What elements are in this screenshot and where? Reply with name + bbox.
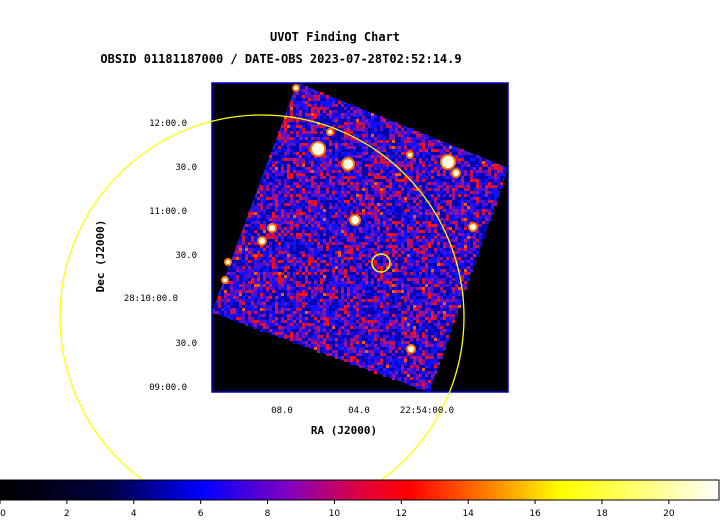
source-core — [312, 143, 324, 155]
image-panel — [211, 82, 509, 393]
x-tick-label: 04.0 — [348, 406, 370, 416]
source-core — [328, 130, 332, 134]
x-axis: 08.0 04.0 22:54:00.0 RA (J2000) — [271, 406, 454, 437]
colorbar-tick-label: 2 — [64, 509, 70, 519]
colorbar-tick-label: 0 — [0, 509, 6, 519]
target-circle — [371, 253, 391, 273]
source-core — [226, 260, 230, 264]
source-core — [408, 153, 412, 157]
chart-title: UVOT Finding Chart — [270, 30, 400, 44]
y-tick-label: 30.0 — [175, 163, 197, 173]
colorbar-tick-label: 10 — [329, 509, 341, 519]
chart-subtitle: OBSID 01181187000 / DATE-OBS 2023-07-28T… — [100, 52, 461, 66]
colorbar-tick-label: 18 — [596, 509, 608, 519]
source-core — [351, 216, 359, 224]
y-tick-label: 12:00.0 — [149, 119, 187, 129]
colorbar-tick-label: 6 — [198, 509, 204, 519]
plot-frame — [211, 82, 509, 393]
y-axis: 12:00.0 30.0 11:00.0 30.0 28:10:00.0 30.… — [94, 119, 197, 393]
colorbar-tick-label: 8 — [265, 509, 271, 519]
source-core — [294, 86, 298, 90]
y-tick-label: 30.0 — [175, 251, 197, 261]
x-tick-label: 08.0 — [271, 406, 293, 416]
image-sources — [221, 84, 478, 354]
y-tick-label: 28:10:00.0 — [124, 294, 178, 304]
colorbar-ticks: 0 2 4 6 8 10 12 14 16 18 20 — [0, 500, 675, 519]
source-core — [259, 238, 265, 244]
colorbar-gradient — [0, 479, 720, 501]
source-core — [408, 346, 414, 352]
y-axis-label: Dec (J2000) — [94, 220, 107, 293]
y-tick-label: 09:00.0 — [149, 383, 187, 393]
source-core — [223, 278, 227, 282]
y-tick-label: 30.0 — [175, 339, 197, 349]
source-core — [453, 170, 459, 176]
colorbar-tick-label: 20 — [663, 509, 675, 519]
source-core — [442, 156, 454, 168]
colorbar-tick-label: 16 — [529, 509, 541, 519]
uvot-image — [212, 83, 508, 392]
x-tick-label: 22:54:00.0 — [400, 406, 454, 416]
colorbar-tick-label: 4 — [131, 509, 137, 519]
source-core — [343, 159, 353, 169]
source-core — [470, 224, 476, 230]
colorbar: 0 2 4 6 8 10 12 14 16 18 20 — [0, 479, 720, 519]
colorbar-tick-label: 14 — [462, 509, 474, 519]
y-tick-label: 11:00.0 — [149, 207, 187, 217]
colorbar-tick-label: 12 — [396, 509, 407, 519]
x-axis-label: RA (J2000) — [311, 424, 377, 437]
source-core — [269, 225, 275, 231]
large-region-circle — [59, 114, 465, 479]
overlay-circles — [59, 114, 465, 479]
